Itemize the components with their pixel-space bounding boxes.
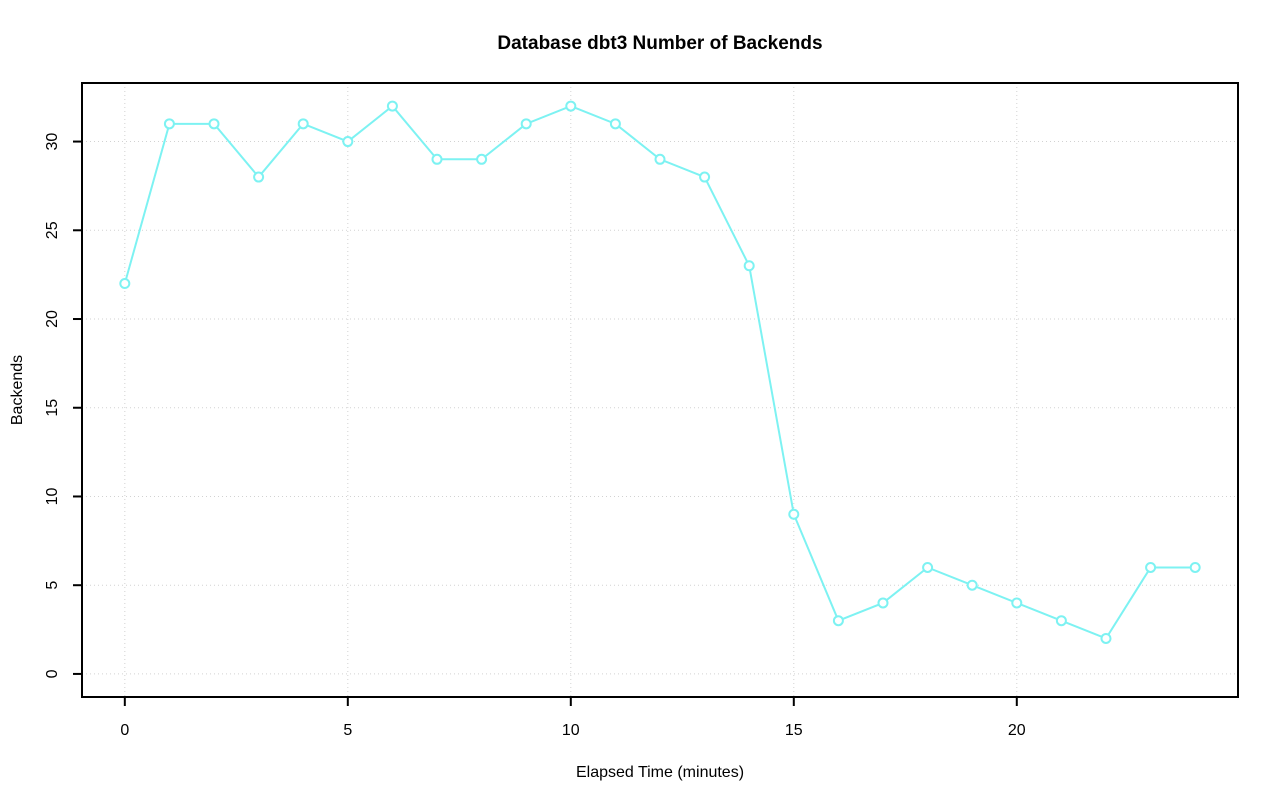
y-tick-label: 20 [44,310,61,328]
data-point [1055,615,1067,627]
x-tick-label: 0 [120,722,129,739]
y-tick-label: 5 [44,581,61,590]
data-point [966,579,978,591]
data-point [922,561,934,573]
data-point [877,597,889,609]
x-axis-label: Elapsed Time (minutes) [576,764,744,781]
data-point [520,118,532,130]
label-layer: Database dbt3 Number of Backends Elapsed… [9,33,823,781]
data-point [386,100,398,112]
data-point [297,118,309,130]
axis-layer: 0 5 10 15 20 0 5 10 15 20 25 30 [44,82,1239,739]
data-point [1189,561,1201,573]
data-point [208,118,220,130]
data-point [565,100,577,112]
data-point [832,615,844,627]
data-point [654,153,666,165]
x-tick-label: 15 [785,722,803,739]
data-point [699,171,711,183]
grid-layer [82,83,1238,697]
data-point [1100,632,1112,644]
data-point [1145,561,1157,573]
y-tick-label: 0 [44,669,61,678]
y-tick-label: 10 [44,487,61,505]
data-point [743,260,755,272]
data-series-layer [119,100,1201,644]
x-tick-label: 5 [343,722,352,739]
data-point [1011,597,1023,609]
chart-title: Database dbt3 Number of Backends [497,33,822,54]
x-tick-label: 20 [1008,722,1026,739]
data-point [253,171,265,183]
y-tick-label: 30 [44,133,61,151]
data-point [476,153,488,165]
data-point [342,136,354,148]
y-axis-label: Backends [9,355,26,425]
plot-box [81,82,1239,698]
y-tick-label: 15 [44,399,61,417]
y-tick-label: 25 [44,221,61,239]
data-point [431,153,443,165]
data-line [123,104,1196,640]
x-tick-label: 10 [562,722,580,739]
data-point [119,278,131,290]
data-point [788,508,800,520]
data-point [163,118,175,130]
data-point [609,118,621,130]
